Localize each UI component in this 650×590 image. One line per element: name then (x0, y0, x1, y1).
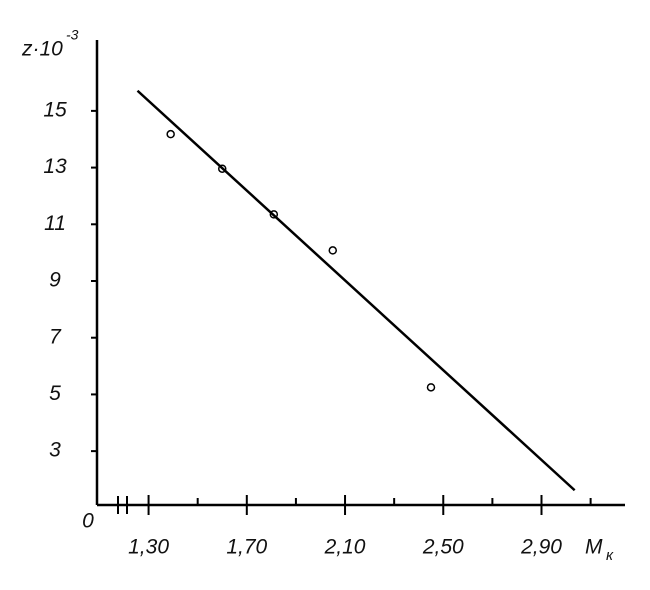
data-point (426, 383, 436, 392)
x-tick-label: 2,50 (422, 536, 464, 559)
fit-line (136, 89, 576, 492)
y-tick-label: 5 (49, 382, 61, 405)
x-axis-label-sub: к (606, 547, 614, 564)
y-tick-label: 15 (43, 98, 67, 121)
y-tick-label: 11 (44, 212, 66, 235)
data-point (269, 210, 279, 219)
y-tick-label: 7 (49, 325, 62, 348)
x-tick-label: 2,90 (520, 536, 562, 559)
x-tick-label: 2,10 (324, 536, 366, 559)
y-tick-label: 13 (43, 155, 67, 178)
y-tick-label: 3 (49, 439, 61, 462)
x-tick-label: 1,70 (226, 536, 267, 559)
x-axis-label: M (585, 536, 603, 559)
x-tick-label: 1,30 (128, 536, 169, 559)
data-point (328, 246, 338, 255)
origin-label: 0 (82, 510, 94, 533)
data-point (217, 164, 227, 173)
y-axis-label-sup: -3 (66, 27, 79, 43)
y-axis-label: z·10 (21, 38, 63, 61)
data-point (166, 129, 175, 139)
y-tick-label: 9 (49, 269, 61, 292)
